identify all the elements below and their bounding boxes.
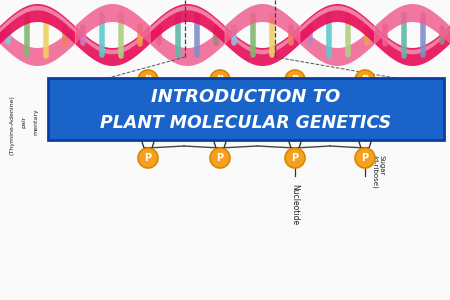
Circle shape bbox=[355, 148, 375, 168]
Polygon shape bbox=[213, 135, 227, 148]
Text: T: T bbox=[364, 117, 370, 127]
Text: pair: pair bbox=[22, 116, 27, 128]
Polygon shape bbox=[300, 4, 374, 44]
Polygon shape bbox=[150, 4, 225, 44]
Text: Sugar
(d-ribose): Sugar (d-ribose) bbox=[371, 155, 384, 189]
Polygon shape bbox=[76, 26, 150, 66]
Text: A: A bbox=[146, 117, 154, 127]
Circle shape bbox=[285, 148, 305, 168]
Polygon shape bbox=[0, 26, 75, 66]
Text: mentary: mentary bbox=[33, 109, 39, 135]
Text: Nucleotide: Nucleotide bbox=[291, 184, 300, 225]
Circle shape bbox=[210, 148, 230, 168]
Polygon shape bbox=[288, 97, 302, 110]
Text: (Thymine-Adenine): (Thymine-Adenine) bbox=[9, 95, 14, 155]
Polygon shape bbox=[300, 6, 374, 32]
Text: P: P bbox=[144, 75, 152, 85]
Polygon shape bbox=[358, 97, 372, 110]
Polygon shape bbox=[76, 28, 150, 54]
Text: P: P bbox=[361, 75, 369, 85]
Text: G: G bbox=[293, 117, 301, 127]
Polygon shape bbox=[288, 135, 302, 148]
Text: INTRODUCTION TO: INTRODUCTION TO bbox=[151, 88, 341, 106]
Text: P: P bbox=[216, 75, 224, 85]
Polygon shape bbox=[375, 26, 450, 66]
Text: P: P bbox=[292, 75, 298, 85]
FancyBboxPatch shape bbox=[48, 78, 444, 140]
Polygon shape bbox=[130, 114, 166, 130]
Polygon shape bbox=[347, 114, 383, 130]
Circle shape bbox=[285, 70, 305, 90]
Polygon shape bbox=[141, 97, 155, 110]
Polygon shape bbox=[213, 97, 227, 110]
Polygon shape bbox=[358, 135, 372, 148]
Polygon shape bbox=[150, 6, 225, 32]
Polygon shape bbox=[375, 4, 450, 44]
Polygon shape bbox=[141, 135, 155, 148]
Polygon shape bbox=[0, 4, 75, 44]
Polygon shape bbox=[202, 114, 238, 130]
Polygon shape bbox=[0, 6, 75, 32]
Polygon shape bbox=[300, 26, 374, 66]
Text: P: P bbox=[292, 153, 298, 163]
Circle shape bbox=[138, 70, 158, 90]
Polygon shape bbox=[225, 28, 300, 54]
Circle shape bbox=[355, 70, 375, 90]
Circle shape bbox=[138, 148, 158, 168]
Text: P: P bbox=[144, 153, 152, 163]
Text: PLANT MOLECULAR GENETICS: PLANT MOLECULAR GENETICS bbox=[100, 114, 392, 132]
Text: C: C bbox=[218, 117, 225, 127]
Text: P: P bbox=[216, 153, 224, 163]
Polygon shape bbox=[225, 4, 300, 44]
Circle shape bbox=[210, 70, 230, 90]
Polygon shape bbox=[150, 26, 225, 66]
Polygon shape bbox=[76, 4, 150, 44]
Polygon shape bbox=[277, 114, 313, 130]
Text: P: P bbox=[361, 153, 369, 163]
Polygon shape bbox=[375, 28, 450, 54]
Polygon shape bbox=[225, 26, 300, 66]
